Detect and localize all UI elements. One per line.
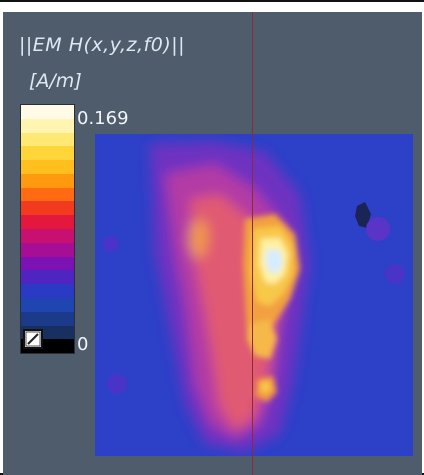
colorbar-band (21, 160, 74, 174)
field-secondary-orange (247, 319, 277, 359)
render-viewport[interactable]: ||EM H(x,y,z,f0)|| [A/m] 0.169 0 (3, 12, 422, 475)
field-title: ||EM H(x,y,z,f0)|| (19, 34, 186, 56)
colorbar-max-label: 0.169 (77, 108, 129, 129)
colorbar-band (21, 297, 74, 312)
field-hotspot-peak (265, 249, 283, 274)
field-blob-right-1 (366, 217, 390, 241)
colorbar-band (21, 105, 74, 119)
colorbar (20, 104, 75, 354)
colorbar-band (21, 187, 74, 202)
field-unit: [A/m] (29, 70, 82, 92)
field-blob-right-2 (385, 264, 405, 284)
colorbar-settings-icon[interactable] (23, 329, 43, 349)
colorbar-band (21, 242, 74, 257)
colorbar-band (21, 215, 74, 230)
probe-line[interactable] (252, 12, 253, 475)
field-band-orange-left (189, 218, 209, 260)
colorbar-band (21, 311, 74, 326)
colorbar-band (21, 173, 74, 188)
field-blob-left-2 (107, 374, 127, 394)
field-dark-spot-right (355, 202, 371, 228)
field-lower-yellow (260, 381, 271, 394)
colorbar-band (21, 229, 74, 243)
colorbar-band (21, 118, 74, 133)
field-blob-left-1 (103, 236, 119, 252)
em-field-map (95, 134, 413, 456)
colorbar-min-label: 0 (77, 334, 89, 355)
colorbar-band (21, 284, 74, 298)
colorbar-band (21, 132, 74, 147)
colorbar-band (21, 256, 74, 271)
colorbar-band (21, 146, 74, 161)
colorbar-band (21, 201, 74, 216)
colorbar-band (21, 270, 74, 285)
edit-slash-icon (25, 331, 41, 347)
